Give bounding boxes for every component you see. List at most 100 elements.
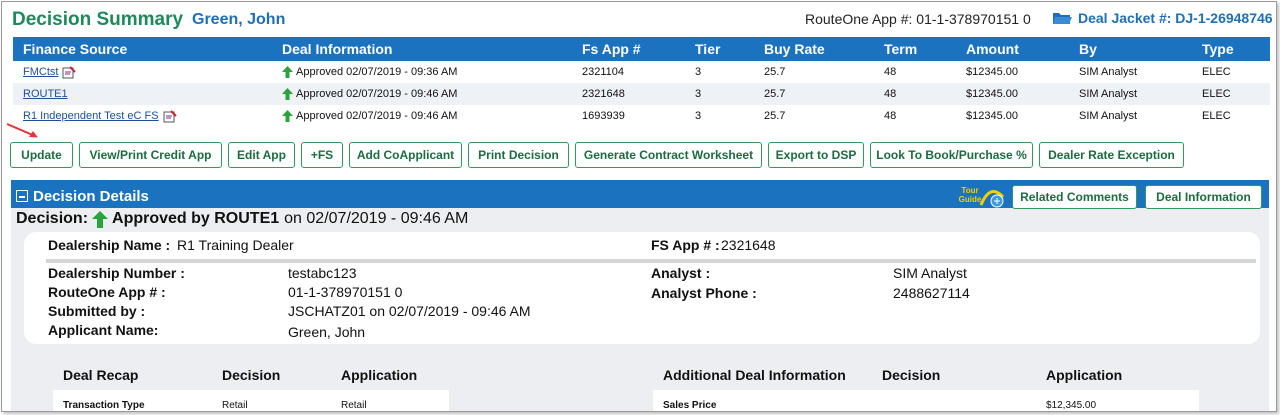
deal-information-button[interactable]: Deal Information bbox=[1145, 185, 1262, 209]
table-header: Additional Deal Information Decision App… bbox=[653, 360, 1199, 390]
divider bbox=[46, 259, 1256, 263]
fs-app: 2321648 bbox=[582, 88, 625, 100]
applicant-name: Green, John bbox=[288, 324, 366, 340]
collapse-icon[interactable] bbox=[16, 190, 28, 202]
table-header: Finance Source Deal Information Fs App #… bbox=[13, 37, 1270, 61]
col-by: By bbox=[1079, 41, 1097, 57]
add-coapplicant-button[interactable]: Add CoApplicant bbox=[349, 142, 462, 168]
analyst-phone-label: Analyst Phone : bbox=[651, 285, 757, 301]
fs-app-value: 2321648 bbox=[721, 237, 776, 253]
type: ELEC bbox=[1202, 88, 1231, 100]
col-finance-source: Finance Source bbox=[23, 41, 128, 57]
finance-source-link[interactable]: ROUTE1 bbox=[23, 88, 68, 100]
applicant-name-label: Applicant Name: bbox=[48, 322, 159, 338]
tier: 3 bbox=[695, 66, 702, 78]
dealership-name-label: Dealership Name : bbox=[48, 237, 171, 253]
update-button[interactable]: Update bbox=[10, 142, 73, 168]
col-type: Type bbox=[1202, 41, 1234, 57]
col-term: Term bbox=[884, 41, 918, 57]
decision-details-title: Decision Details bbox=[33, 188, 149, 205]
table-header: Deal Recap Decision Application bbox=[53, 360, 449, 390]
tour-guide-icon bbox=[979, 190, 1005, 208]
tier: 3 bbox=[695, 110, 702, 122]
tier: 3 bbox=[695, 88, 702, 100]
tour-guide-button[interactable]: Tour Guide bbox=[957, 183, 1007, 209]
approved-arrow-icon bbox=[282, 110, 293, 122]
fs-app-label: FS App # : bbox=[651, 237, 720, 253]
table-row: R1 Independent Test eC FS Approved 02/07… bbox=[13, 105, 1270, 127]
additional-deal-info-table: Additional Deal Information Decision App… bbox=[653, 360, 1199, 411]
term: 48 bbox=[884, 110, 897, 122]
econtract-icon bbox=[62, 65, 77, 79]
tour-guide-label: Tour Guide bbox=[958, 186, 982, 204]
export-to-dsp-button[interactable]: Export to DSP bbox=[768, 142, 864, 168]
dealer-rate-exception-button[interactable]: Dealer Rate Exception bbox=[1039, 142, 1184, 168]
finance-source-link[interactable]: FMCtst bbox=[23, 66, 59, 78]
analyst-phone: 2488627114 bbox=[893, 285, 970, 301]
finance-source-table: Finance Source Deal Information Fs App #… bbox=[13, 37, 1270, 127]
analyst-value: SIM Analyst bbox=[893, 265, 967, 281]
dealership-number-label: Dealership Number : bbox=[48, 265, 185, 281]
approved-arrow-icon bbox=[282, 88, 293, 100]
deal-jacket-link[interactable]: Deal Jacket #: DJ-1-26948746 bbox=[1053, 10, 1273, 26]
econtract-icon bbox=[163, 109, 177, 123]
table-row: FMCtst Approved 02/07/2019 - 09:36 AM 23… bbox=[13, 61, 1270, 83]
col-amount: Amount bbox=[966, 41, 1019, 57]
decision-details-header: Decision Details Tour Guide Related Comm… bbox=[11, 180, 1269, 209]
decision-status: Approved by ROUTE1 bbox=[112, 210, 280, 227]
deal-info: Approved 02/07/2019 - 09:36 AM bbox=[296, 66, 458, 78]
col-tier: Tier bbox=[695, 41, 721, 57]
buy-rate: 25.7 bbox=[764, 66, 786, 78]
submitted-by-label: Submitted by : bbox=[48, 303, 146, 319]
type: ELEC bbox=[1202, 110, 1231, 122]
routeone-app-value: 01-1-378970151 0 bbox=[288, 284, 403, 300]
analyst-label: Analyst : bbox=[651, 265, 711, 281]
decision-line: Decision: Approved by ROUTE1 on 02/07/20… bbox=[16, 210, 468, 228]
by: SIM Analyst bbox=[1079, 66, 1138, 78]
term: 48 bbox=[884, 88, 897, 100]
term: 48 bbox=[884, 66, 897, 78]
col-buy-rate: Buy Rate bbox=[764, 41, 825, 57]
submitted-by: JSCHATZ01 on 02/07/2019 - 09:46 AM bbox=[288, 303, 531, 319]
look-to-book-button[interactable]: Look To Book/Purchase % bbox=[870, 142, 1033, 168]
edit-app-button[interactable]: Edit App bbox=[228, 142, 295, 168]
page-header: Decision Summary Green, John RouteOne Ap… bbox=[12, 8, 1274, 34]
approved-arrow-icon bbox=[282, 66, 293, 78]
dealership-summary-card: Dealership Name : R1 Training Dealer FS … bbox=[24, 232, 1260, 344]
by: SIM Analyst bbox=[1079, 88, 1138, 100]
buy-rate: 25.7 bbox=[764, 110, 786, 122]
by: SIM Analyst bbox=[1079, 110, 1138, 122]
fs-app: 2321104 bbox=[582, 66, 625, 78]
page-title: Decision Summary bbox=[12, 9, 184, 30]
view-print-credit-app-button[interactable]: View/Print Credit App bbox=[79, 142, 222, 168]
buy-rate: 25.7 bbox=[764, 88, 786, 100]
customer-name: Green, John bbox=[192, 11, 286, 28]
table-row: ROUTE1 Approved 02/07/2019 - 09:46 AM 23… bbox=[13, 83, 1270, 105]
approved-arrow-icon bbox=[92, 210, 109, 228]
routeone-app-number: RouteOne App #: 01-1-378970151 0 bbox=[805, 11, 1031, 27]
dealership-name: R1 Training Dealer bbox=[177, 237, 294, 253]
decision-date: on 02/07/2019 - 09:46 AM bbox=[284, 210, 469, 227]
deal-recap-table: Deal Recap Decision Application Transact… bbox=[53, 360, 449, 411]
amount: $12345.00 bbox=[966, 88, 1018, 100]
add-fs-button[interactable]: +FS bbox=[301, 142, 343, 168]
annotation-arrow-icon bbox=[6, 123, 38, 138]
print-decision-button[interactable]: Print Decision bbox=[468, 142, 569, 168]
amount: $12345.00 bbox=[966, 66, 1018, 78]
deal-info: Approved 02/07/2019 - 09:46 AM bbox=[296, 88, 458, 100]
deal-info: Approved 02/07/2019 - 09:46 AM bbox=[296, 110, 458, 122]
fs-app: 1693939 bbox=[582, 110, 625, 122]
col-fs-app: Fs App # bbox=[582, 41, 641, 57]
routeone-app-label: RouteOne App # : bbox=[48, 284, 166, 300]
finance-source-link[interactable]: R1 Independent Test eC FS bbox=[23, 110, 159, 122]
dealership-number: testabc123 bbox=[288, 265, 357, 281]
amount: $12345.00 bbox=[966, 110, 1018, 122]
generate-contract-worksheet-button[interactable]: Generate Contract Worksheet bbox=[575, 142, 762, 168]
decision-prefix: Decision: bbox=[16, 210, 89, 227]
deal-jacket-label: Deal Jacket #: DJ-1-26948746 bbox=[1078, 10, 1273, 26]
folder-icon bbox=[1053, 11, 1072, 25]
related-comments-button[interactable]: Related Comments bbox=[1012, 185, 1137, 209]
col-deal-information: Deal Information bbox=[282, 41, 393, 57]
type: ELEC bbox=[1202, 66, 1231, 78]
